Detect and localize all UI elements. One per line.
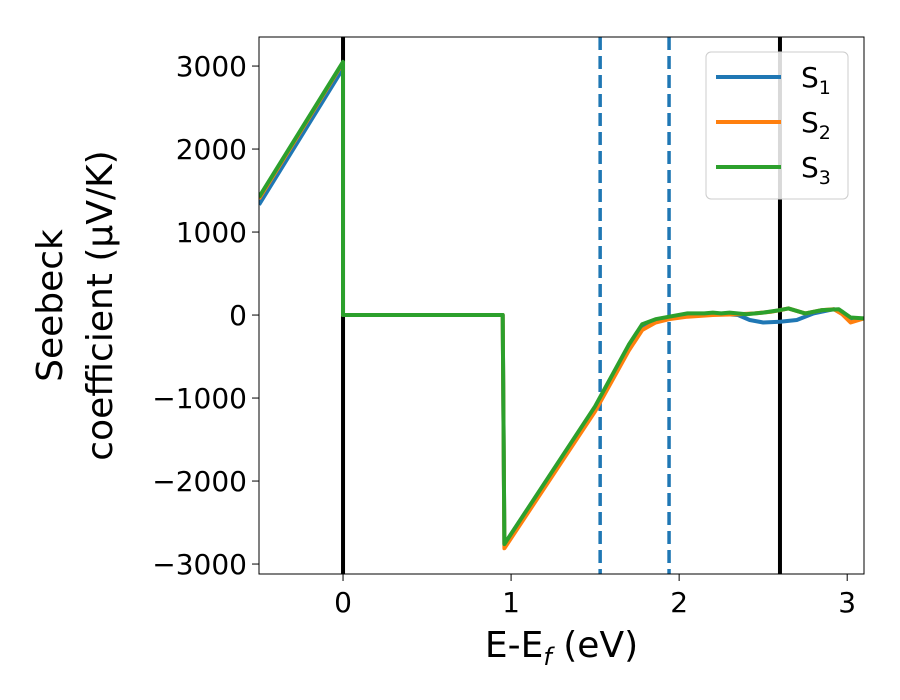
ticks-layer: 0 1 2 3 3000 2000 1000 0 −1000 −2000 −3000	[152, 50, 856, 619]
legend: S1 S2 S3	[705, 51, 849, 200]
y-axis-label: Seebeck coefficient (μV/K)	[30, 150, 121, 460]
y-tick-label: 3000	[176, 50, 247, 83]
x-tick-label: 3	[838, 586, 856, 619]
y-tick-label: −1000	[152, 382, 247, 415]
y-tick-label: 2000	[176, 133, 247, 166]
y-tick-label: 0	[229, 299, 247, 332]
y-tick-label: −2000	[152, 465, 247, 498]
x-tick-label: 0	[334, 586, 352, 619]
y-tick-label: −3000	[152, 548, 247, 581]
legend-box	[705, 51, 849, 200]
x-tick-label: 1	[502, 586, 520, 619]
y-axis-label-line2: coefficient (μV/K)	[80, 150, 121, 460]
y-tick-label: 1000	[176, 216, 247, 249]
legend-label-s3: S3	[801, 151, 831, 189]
y-axis-label-line1: Seebeck	[30, 229, 71, 382]
legend-label-s1: S1	[801, 61, 831, 99]
plot-area-frame	[258, 36, 865, 575]
legend-label-s2: S2	[801, 106, 831, 144]
series-line-s3	[259, 59, 864, 547]
x-tick-label: 2	[670, 586, 688, 619]
x-axis-label: E-Ef (eV)	[485, 625, 638, 671]
series-layer	[259, 59, 864, 551]
